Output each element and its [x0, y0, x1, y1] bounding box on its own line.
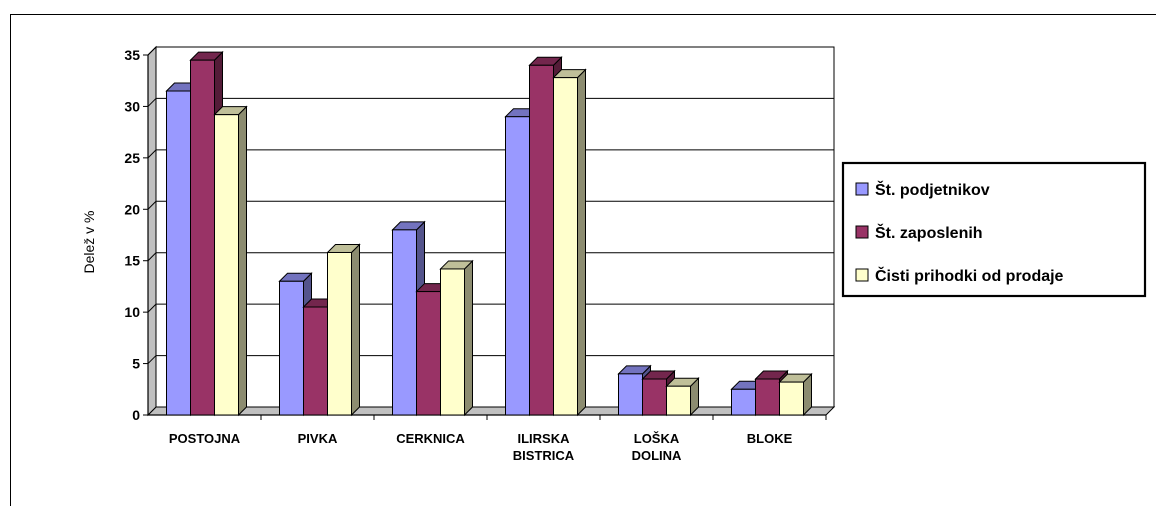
bar [665, 376, 700, 417]
legend-label: Čisti prihodki od prodaje [875, 266, 1064, 285]
bar-front [440, 268, 465, 416]
legend-swatch [855, 268, 869, 282]
x-tick-label: POSTOJNA [169, 431, 241, 446]
x-tick-label: DOLINA [632, 448, 682, 463]
bar [552, 68, 587, 417]
bar [778, 372, 813, 417]
legend-label: Št. zaposlenih [875, 223, 983, 242]
axes [143, 54, 827, 420]
bar [326, 243, 361, 417]
gridline-diagonal [147, 355, 157, 364]
y-tick-labels: 0 5 10 15 20 25 30 35 [124, 47, 140, 423]
gridline-diagonal [147, 303, 157, 313]
x-tick-label: ILIRSKA [518, 431, 571, 446]
gridline-diagonal [147, 252, 157, 262]
x-tick-label: BLOKE [747, 431, 793, 446]
bar-front [618, 373, 643, 416]
bar-front [190, 59, 215, 416]
bar-front [279, 280, 304, 416]
x-tick-label: BISTRICA [513, 448, 575, 463]
bar-front [755, 378, 780, 416]
legend-swatch [855, 225, 869, 239]
bar-side [577, 68, 586, 417]
bar-front [666, 385, 691, 416]
x-tick-label: PIVKA [298, 431, 338, 446]
bar [213, 105, 248, 417]
bar-side [238, 105, 247, 417]
bar-side [464, 259, 473, 417]
bar [439, 259, 474, 417]
back-wall [155, 46, 835, 408]
y-tick-label: 35 [124, 47, 140, 63]
bar-front [779, 381, 804, 416]
x-tick-label: CERKNICA [396, 431, 465, 446]
x-tick-labels: POSTOJNA PIVKA CERKNICA ILIRSKA BISTRICA LOŠK… [169, 431, 793, 463]
bar-front [529, 64, 554, 416]
bar-front [214, 114, 239, 416]
gridline-diagonal [147, 98, 157, 107]
bar-front [731, 388, 756, 416]
y-tick-label: 0 [132, 407, 140, 423]
legend-box [841, 161, 1147, 298]
legend-label: Št. podjetnikov [875, 180, 990, 199]
bar-side [351, 243, 360, 417]
y-tick-label: 25 [124, 150, 140, 166]
bar-front [416, 291, 441, 416]
y-tick-label: 5 [132, 356, 140, 372]
y-tick-label: 20 [124, 201, 140, 217]
y-tick-label: 30 [124, 98, 140, 114]
y-axis-label: Delež v % [81, 210, 97, 273]
bars [165, 50, 813, 417]
gridline-diagonal [147, 46, 157, 56]
bar-front [505, 116, 530, 416]
bar-front [327, 251, 352, 416]
bar-front [303, 306, 328, 416]
gridlines [147, 46, 834, 364]
bar-front [642, 378, 667, 416]
plot-walls [146, 45, 836, 417]
bar-front [166, 90, 191, 416]
bar-front [392, 229, 417, 416]
y-tick-label: 10 [124, 304, 140, 320]
legend-swatch [855, 182, 869, 196]
chart-frame [10, 14, 1156, 506]
legend: Št. podjetnikov Št. zaposlenih Čisti priho… [841, 161, 1147, 298]
y-tick-label: 15 [124, 253, 140, 269]
gridline-diagonal [147, 200, 157, 210]
bar-front [553, 77, 578, 416]
x-tick-label: LOŠKA [634, 431, 680, 446]
gridline-diagonal [147, 149, 157, 159]
